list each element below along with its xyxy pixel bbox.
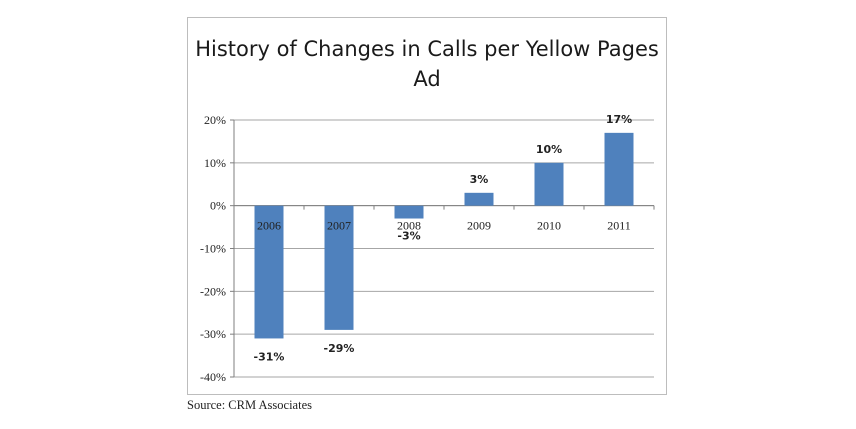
bar-2008 xyxy=(394,205,424,219)
y-tick-label: 20% xyxy=(204,113,226,127)
data-label: 3% xyxy=(470,173,489,186)
y-tick-label: 10% xyxy=(204,156,226,170)
x-tick-label: 2010 xyxy=(537,219,561,233)
bar-2007 xyxy=(324,205,354,330)
data-label: 10% xyxy=(536,143,562,156)
y-tick-label: 0% xyxy=(210,199,226,213)
x-tick-label: 2011 xyxy=(607,219,631,233)
data-label: -31% xyxy=(254,350,285,363)
chart-title: History of Changes in Calls per Yellow P… xyxy=(195,37,659,91)
bar-2010 xyxy=(534,162,564,206)
data-label: 17% xyxy=(606,113,632,126)
x-tick-label: 2007 xyxy=(327,219,351,233)
y-tick-label: -40% xyxy=(200,370,226,384)
bar-2011 xyxy=(604,132,634,206)
y-tick-label: -10% xyxy=(200,242,226,256)
data-label: -3% xyxy=(397,230,420,243)
bar-2009 xyxy=(464,192,494,206)
data-label: -29% xyxy=(324,342,355,355)
x-tick-label: 2008 xyxy=(397,219,421,233)
bar-2006 xyxy=(254,205,284,339)
source-note: Source: CRM Associates xyxy=(187,398,312,412)
x-tick-label: 2006 xyxy=(257,219,281,233)
y-tick-label: -30% xyxy=(200,327,226,341)
y-tick-label: -20% xyxy=(200,284,226,298)
x-tick-label: 2009 xyxy=(467,219,491,233)
